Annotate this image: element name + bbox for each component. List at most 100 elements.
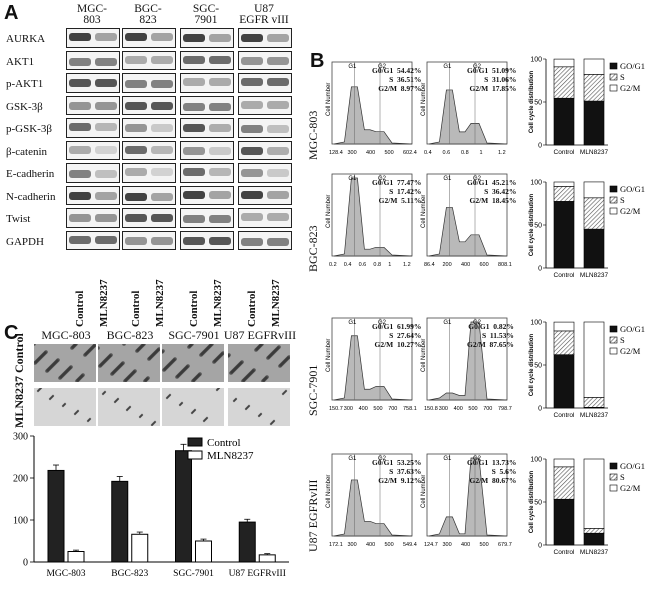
legend-label: S: [620, 472, 625, 482]
stacked-bar-segment: [583, 100, 605, 146]
western-blot-panel: MGC- 803 BGC- 823 SGC- 7901 U87 EGFR vIII AU…: [0, 0, 300, 330]
flow-histogram: G1 G2 86.4 200 400 600 808.1 Cell Number: [421, 173, 512, 268]
legend-swatch: [609, 336, 618, 344]
x-tick-label: 0.2: [329, 262, 337, 268]
x-tick-label: 798.7: [498, 406, 512, 412]
cell-line-label: U87 EGFRvIII: [306, 479, 320, 552]
legend-label: GO/G1: [620, 461, 645, 471]
phase-stats: G0/G1 13.73% S 5.6% G2/M 80.67%: [467, 458, 516, 485]
peak-label-g1: G1: [443, 176, 452, 182]
phase-stat: G0/G1 51.09%: [467, 66, 517, 75]
blot-band-box: [66, 50, 120, 70]
y-tick-label: 100: [530, 457, 542, 464]
stacked-bar-segment: [553, 458, 575, 468]
blot-band-box: [122, 208, 176, 228]
peak-label-g2: G2: [473, 320, 482, 326]
y-tick-label: 100: [13, 516, 28, 527]
micrograph-tile: [162, 344, 224, 382]
phase-stat: S 27.64%: [389, 331, 422, 340]
x-tick-label: 1.2: [403, 262, 411, 268]
phase-stat: G0/G1 53.25%: [372, 458, 422, 467]
blot-band-box: [180, 50, 234, 70]
x-tick-label: 500: [385, 542, 394, 548]
legend-label: GO/G1: [620, 324, 645, 334]
blot-band-box: [66, 185, 120, 205]
blot-band-box: [238, 140, 292, 160]
x-tick-label: 400: [461, 262, 470, 268]
cell-line-label: MGC-803: [306, 110, 320, 160]
stacked-bar-segment: [583, 181, 605, 199]
protein-label: p-GSK-3β: [6, 123, 52, 135]
legend-label: GO/G1: [620, 184, 645, 194]
blot-band-box: [66, 28, 120, 48]
invasion-bar: [175, 450, 192, 563]
cell-cycle-stacked-bar-chart: 0 50 100 Cell cycle distribution Control MLN8…: [529, 180, 645, 280]
blot-band-box: [238, 208, 292, 228]
invasion-bar: [258, 554, 276, 563]
histogram-trace: [428, 89, 508, 145]
peak-label-g1: G1: [348, 320, 357, 326]
stacked-bar-segment: [583, 532, 605, 546]
peak-label-g2: G2: [378, 320, 387, 326]
x-tick-label: 128.4: [329, 150, 343, 156]
blot-column-header: U87 EGFR vIII: [239, 3, 289, 26]
x-tick-label: 0.4: [424, 150, 432, 156]
invasion-column-header: SGC-7901: [168, 328, 220, 342]
x-tick-label: 602.4: [403, 150, 417, 156]
y-axis-label: Cell cycle distribution: [529, 70, 535, 133]
legend-swatch: [609, 196, 618, 204]
blot-column-header: MGC- 803: [76, 3, 108, 26]
x-tick-label: 400: [461, 542, 470, 548]
blot-band-box: [122, 185, 176, 205]
legend-swatch: [609, 484, 618, 492]
x-category-label: Control: [554, 549, 576, 556]
blot-band-box: [180, 163, 234, 183]
protein-label: p-AKT1: [6, 78, 44, 90]
x-tick-label: 200: [443, 262, 452, 268]
invasion-bar: [47, 469, 65, 563]
phase-stats: G0/G1 61.99% S 27.64% G2/M 10.27%: [372, 322, 421, 349]
blot-band-box: [66, 73, 120, 93]
invasion-bar: [195, 540, 212, 563]
stacked-bar-segment: [553, 466, 575, 500]
flow-histogram: G1 G2 172.1 300 400 500 549.4 Cell Number: [326, 453, 417, 548]
flow-cytometry-panel: MGC-803 G1 G2 128.4 300 400 500 602.4 Cell Numbe…: [300, 0, 650, 589]
peak-label-g2: G2: [378, 64, 387, 70]
stacked-bar-segment: [553, 97, 575, 146]
stacked-bar-segment: [553, 186, 575, 202]
x-tick-label: 300: [443, 542, 452, 548]
x-category-label: Control: [554, 149, 576, 156]
blot-band-box: [180, 185, 234, 205]
histogram-trace: [333, 86, 413, 145]
peak-label-g1: G1: [443, 64, 452, 70]
x-tick-label: 1: [480, 150, 483, 156]
phase-stat: S 11.53%: [481, 331, 514, 340]
y-axis-label: Cell cycle distribution: [529, 193, 535, 256]
blot-band-box: [238, 163, 292, 183]
blot-band-box: [238, 73, 292, 93]
x-tick-label: 549.4: [403, 542, 417, 548]
blot-band-box: [122, 28, 176, 48]
x-category-label: U87 EGFRvIII: [229, 569, 286, 579]
x-tick-label: 500: [373, 406, 382, 412]
blot-band-box: [180, 95, 234, 115]
y-axis-label: Cell Number: [326, 83, 332, 116]
x-tick-label: 400: [366, 542, 375, 548]
stacked-bar-segment: [553, 498, 575, 546]
peak-label-g2: G2: [378, 176, 387, 182]
invasion-row-labels: MLN8237 Control: [12, 333, 26, 428]
blot-band-box: [180, 230, 234, 250]
protein-label: GAPDH: [6, 235, 44, 248]
panel-label-b: B: [310, 50, 325, 72]
phase-stat: G2/M 9.12%: [378, 476, 422, 485]
flow-histogram: G1 G2 150.8 300 400 500 700 798.7 Cell Number: [421, 317, 512, 412]
phase-stat: G0/G1 54.42%: [372, 66, 422, 75]
micrograph-tile: [228, 388, 290, 426]
stacked-bar-segment: [583, 74, 605, 102]
blot-band-box: [180, 208, 234, 228]
x-tick-label: 700: [483, 406, 492, 412]
x-tick-label: 86.4: [424, 262, 435, 268]
histogram-trace: [333, 177, 413, 257]
y-axis-label: Cell Number: [421, 339, 427, 372]
phase-stat: G2/M 8.97%: [378, 84, 422, 93]
